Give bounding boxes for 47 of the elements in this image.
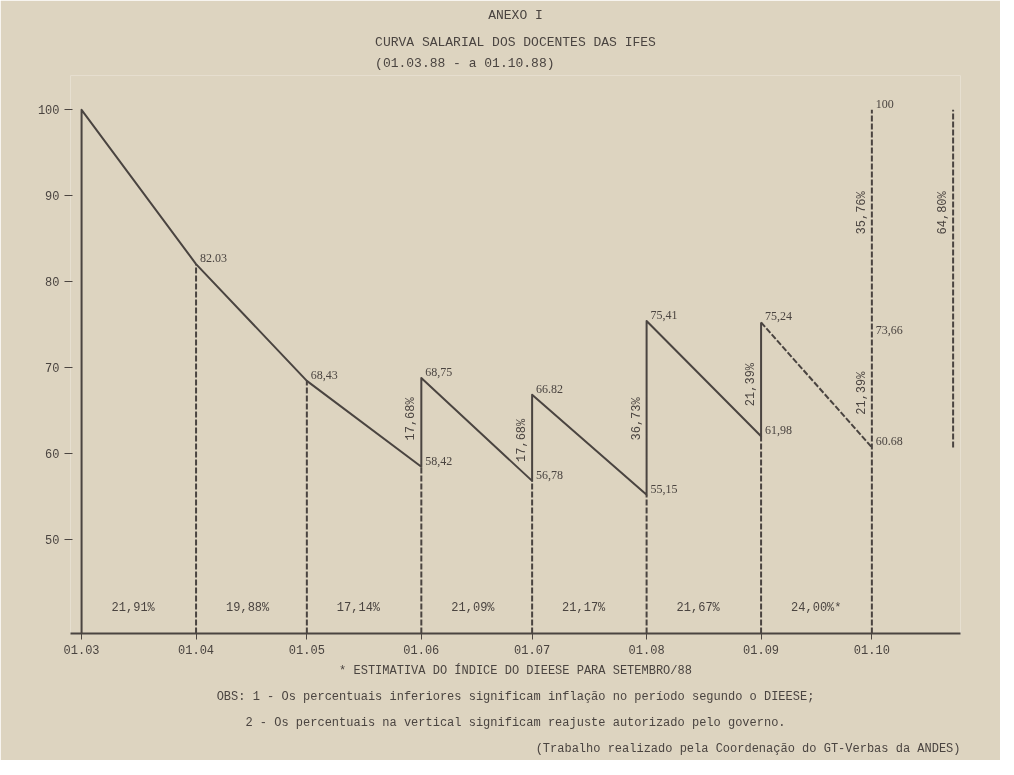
data-label: 100 (875, 96, 894, 111)
x-tick-label: 01.05 (288, 643, 325, 658)
text: OBS: 1 - Os percentuais inferiores significam inflação no período segundo o DIEESE; (216, 689, 815, 704)
y-tick-label: 60 (45, 447, 60, 462)
annotation: 64,80% (936, 190, 951, 235)
y-tick-label: 50 (45, 533, 60, 548)
chart-title: ANEXO I (488, 7, 543, 23)
annotation: 36,73% (629, 396, 644, 441)
data-label: 55,15 (650, 481, 678, 496)
x-tick-label: 01.06 (403, 643, 440, 658)
data-label: 68,43 (310, 367, 338, 382)
x-tick-label: 01.04 (178, 643, 215, 658)
data-label: 73,66 (875, 322, 903, 337)
annotation: 19,88% (226, 600, 271, 615)
annotation: 17,68% (515, 417, 530, 462)
x-tick-label: 01.10 (853, 643, 890, 658)
annotation: 21,39% (854, 370, 869, 415)
data-label: 61,98 (765, 423, 793, 438)
data-label: 68,75 (425, 365, 453, 380)
chart-subtitle: CURVA SALARIAL DOS DOCENTES DAS IFES (01.03.88 - a 01.10.88) (375, 34, 657, 71)
annotation: 17,68% (404, 396, 419, 441)
annotation: 24,00%* (791, 600, 842, 615)
data-label: 75,41 (650, 307, 678, 322)
y-tick-label: 90 (45, 190, 60, 205)
y-tick-label: 70 (45, 361, 60, 376)
data-label: 66.82 (536, 381, 564, 396)
data-label: 75,24 (765, 309, 793, 324)
y-tick-label: 100 (37, 104, 60, 119)
y-tick-label: 80 (45, 276, 60, 291)
text: 2 - Os percentuais na vertical significam reajuste autorizado pelo governo. (245, 715, 786, 730)
x-tick-label: 01.09 (743, 643, 780, 658)
annotation: 21,17% (562, 600, 607, 615)
annotation: 21,09% (451, 600, 496, 615)
annotation: 21,91% (111, 600, 156, 615)
annotation: 17,14% (336, 600, 381, 615)
data-label: 56,78 (536, 467, 564, 482)
annotation: 35,76% (854, 190, 869, 235)
annotation: 21,39% (744, 362, 759, 407)
x-tick-label: 01.03 (63, 643, 100, 658)
x-tick-label: 01.08 (628, 643, 665, 658)
data-label: 82.03 (200, 251, 228, 266)
data-label: 60.68 (875, 434, 903, 449)
text: * ESTIMATIVA DO ÍNDICE DO DIEESE PARA SETEMBRO/88 (339, 662, 692, 678)
text: (Trabalho realizado pela Coordenação do GT-Verbas da ANDES) (535, 741, 961, 756)
annotation: 21,67% (676, 600, 721, 615)
x-tick-label: 01.07 (514, 643, 551, 658)
data-label: 58,42 (425, 453, 453, 468)
